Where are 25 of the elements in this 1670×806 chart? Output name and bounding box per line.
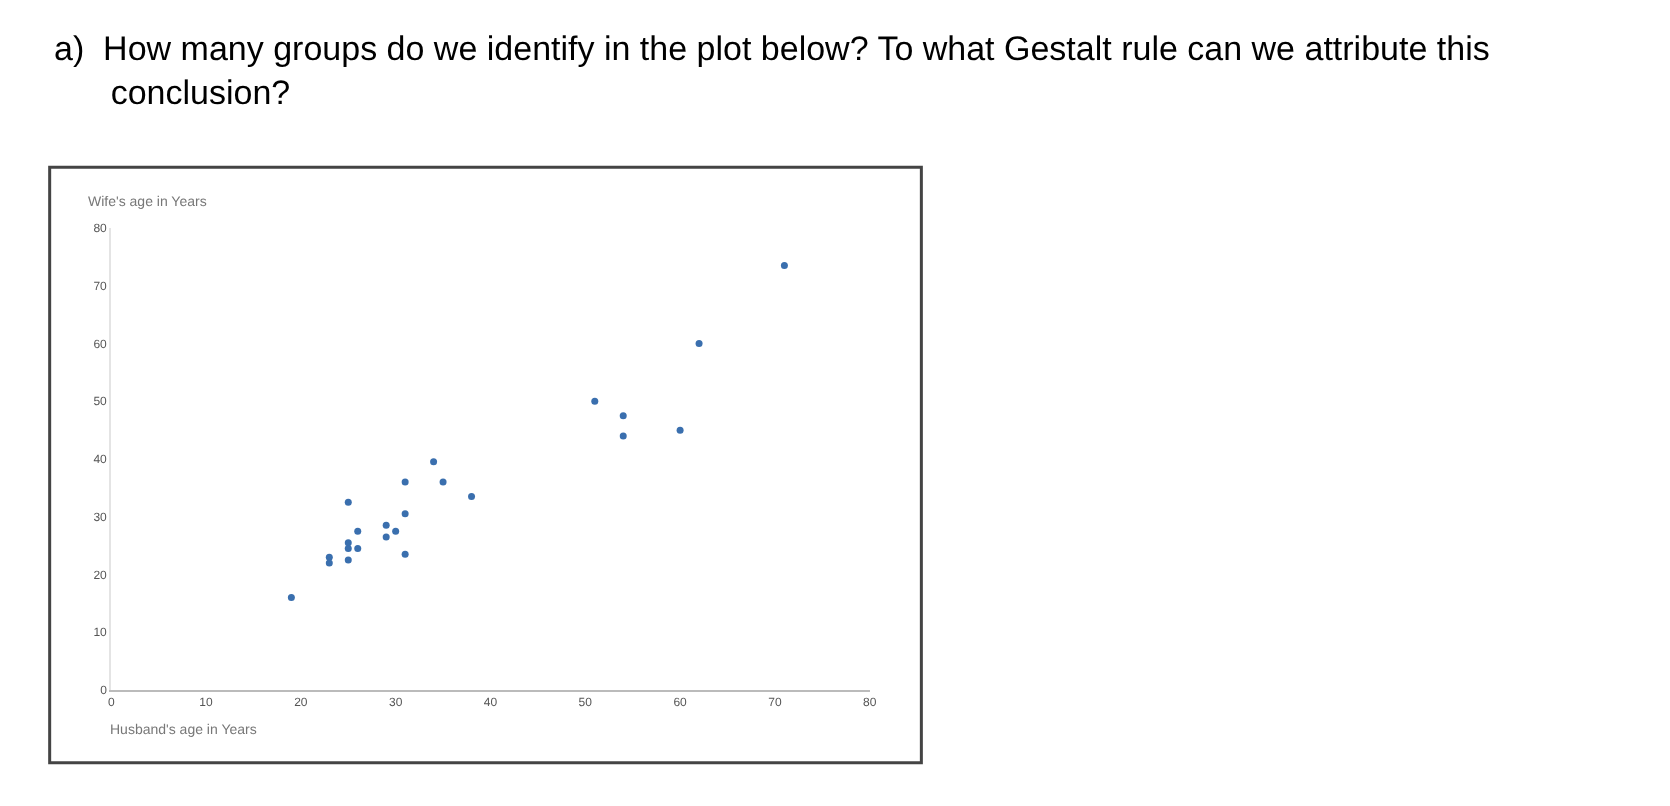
point: [401, 478, 409, 486]
point: [382, 521, 390, 529]
point: [468, 493, 476, 501]
point: [354, 527, 362, 535]
point: [619, 432, 627, 440]
point: [344, 539, 352, 547]
point: [344, 498, 352, 506]
point: [354, 544, 362, 552]
point: [392, 527, 400, 535]
point: [439, 478, 447, 486]
point: [287, 594, 295, 602]
point: [401, 510, 409, 518]
point: [382, 533, 390, 541]
point: [430, 458, 438, 466]
point: [780, 262, 788, 270]
point: [591, 397, 599, 405]
point: [619, 412, 627, 420]
point: [344, 556, 352, 564]
point: [344, 544, 352, 552]
point: [325, 559, 333, 567]
chart-title: a) How many groups do we identify in the plot below? To what Gestalt rule can we attribute this conclusion?: [54, 30, 1490, 113]
point: [695, 340, 703, 348]
point: [676, 426, 684, 434]
point: [325, 553, 333, 561]
point: [401, 550, 409, 558]
